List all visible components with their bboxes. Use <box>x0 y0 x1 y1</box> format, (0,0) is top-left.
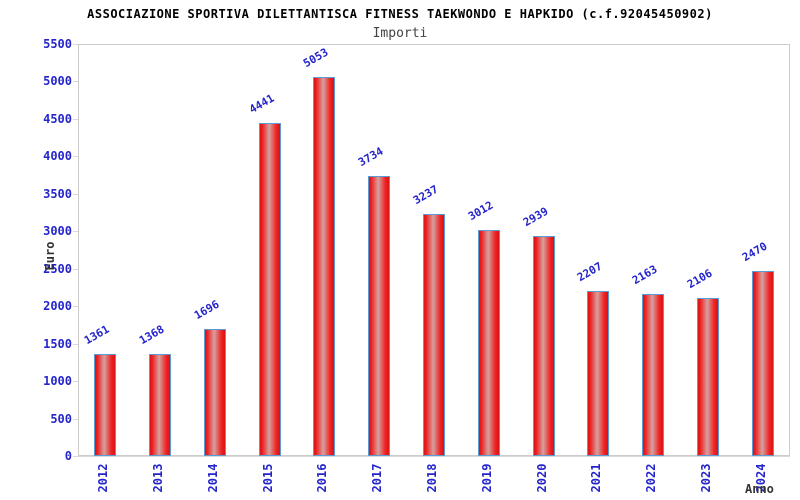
x-tick-label: 2018 <box>425 463 439 493</box>
y-tick-label: 5500 <box>43 37 72 51</box>
bar <box>642 293 665 456</box>
y-tick-label: 0 <box>64 449 72 463</box>
x-tick-label: 2020 <box>534 463 549 493</box>
x-tick-label: 2017 <box>370 463 385 493</box>
y-tick-label: 2500 <box>43 261 72 276</box>
y-tick-mark <box>73 44 78 45</box>
y-tick-mark <box>73 456 78 457</box>
bar <box>477 230 500 456</box>
y-tick-label: 3000 <box>43 224 72 239</box>
y-tick-mark <box>73 268 78 270</box>
bar <box>313 77 336 456</box>
y-tick-mark <box>73 306 78 308</box>
x-tick-label: 2012 <box>96 463 111 493</box>
x-tick-label: 2014 <box>205 463 220 493</box>
y-tick-mark <box>73 156 78 158</box>
y-tick-label: 3500 <box>43 186 72 201</box>
y-tick-mark <box>73 118 78 120</box>
bar <box>532 235 555 456</box>
bar <box>368 176 391 456</box>
y-tick-mark <box>73 418 78 420</box>
y-tick-label: 500 <box>50 411 72 426</box>
x-tick-label: 2023 <box>698 463 713 493</box>
x-tick-label: 2022 <box>644 463 659 493</box>
y-tick-mark <box>73 343 78 345</box>
y-axis-title: Euro <box>43 241 57 271</box>
x-tick-label: 2015 <box>260 463 275 493</box>
y-tick-label: 4500 <box>43 111 72 126</box>
chart-title: ASSOCIAZIONE SPORTIVA DILETTANTISCA FITN… <box>87 7 713 21</box>
bar <box>751 270 774 456</box>
y-tick-label: 5000 <box>43 74 72 89</box>
y-tick-mark <box>73 81 78 83</box>
bar <box>258 123 281 456</box>
y-tick-label: 2000 <box>43 299 72 314</box>
bar <box>423 213 445 456</box>
y-tick-label: 1500 <box>43 336 72 351</box>
y-tick-mark <box>73 193 78 195</box>
bar <box>203 328 226 456</box>
gridline <box>78 456 790 457</box>
chart-subtitle: Importi <box>372 26 428 41</box>
x-tick-label: 2019 <box>479 463 494 493</box>
bar <box>696 298 719 456</box>
y-tick-mark <box>73 231 78 233</box>
y-tick-label: 4000 <box>43 149 72 164</box>
x-axis-title: Anno <box>745 482 774 496</box>
bar <box>587 290 610 456</box>
x-tick-label: 2013 <box>151 463 166 493</box>
y-tick-mark <box>73 381 78 383</box>
bar <box>94 354 117 456</box>
x-tick-label: 2016 <box>315 463 330 493</box>
y-tick-label: 1000 <box>43 374 72 389</box>
bar <box>149 353 172 456</box>
x-tick-label: 2021 <box>589 463 604 493</box>
